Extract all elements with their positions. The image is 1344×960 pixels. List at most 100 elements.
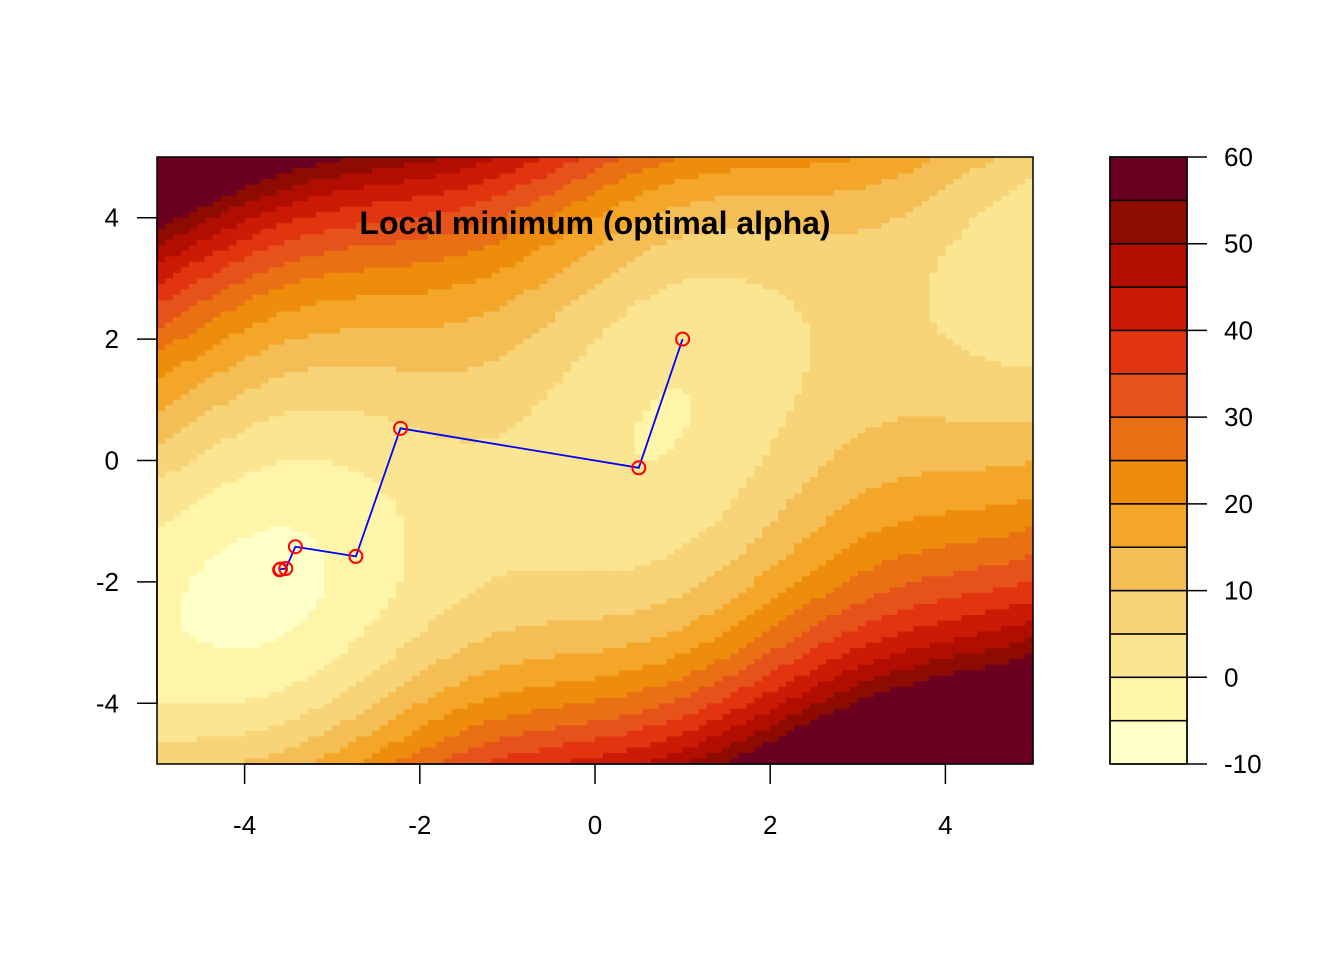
contour-cell: [427, 576, 437, 583]
contour-cell: [180, 366, 190, 373]
contour-cell: [491, 664, 501, 671]
contour-cell: [196, 300, 206, 307]
contour-cell: [300, 576, 309, 583]
contour-cell: [387, 344, 397, 351]
contour-cell: [483, 648, 493, 655]
contour-cell: [252, 620, 262, 627]
contour-cell: [236, 603, 246, 611]
contour-cell: [332, 537, 341, 544]
contour-cell: [292, 681, 301, 688]
contour-cell: [324, 399, 333, 406]
contour-cell: [316, 278, 325, 285]
contour-cell: [483, 361, 493, 368]
contour-cell: [451, 283, 461, 291]
contour-cell: [459, 510, 469, 517]
contour-cell: [228, 206, 238, 213]
contour-cell: [507, 670, 516, 677]
contour-cell: [157, 648, 166, 655]
contour-cell: [157, 620, 166, 627]
contour-cell: [180, 421, 190, 428]
contour-cell: [220, 184, 230, 191]
contour-cell: [188, 521, 198, 528]
contour-cell: [364, 603, 373, 611]
contour-cell: [379, 223, 389, 230]
contour-cell: [196, 157, 206, 164]
contour-cell: [188, 576, 198, 583]
contour-cell: [499, 637, 508, 644]
contour-cell: [348, 261, 357, 268]
contour-cell: [491, 752, 501, 760]
contour-cell: [467, 626, 477, 633]
contour-cell: [491, 548, 501, 555]
contour-cell: [467, 305, 477, 313]
contour-cell: [419, 637, 429, 644]
contour-cell: [157, 659, 166, 666]
contour-cell: [164, 261, 174, 268]
contour-cell: [300, 488, 309, 495]
contour-cell: [188, 305, 198, 313]
contour-cell: [459, 488, 469, 495]
contour-cell: [260, 477, 270, 484]
contour-cell: [356, 361, 365, 368]
contour-cell: [364, 708, 373, 715]
contour-cell: [332, 488, 341, 495]
contour-cell: [395, 383, 405, 390]
contour-cell: [379, 548, 389, 555]
contour-cell: [372, 399, 381, 406]
contour-cell: [356, 350, 365, 357]
contour-cell: [308, 664, 317, 671]
contour-cell: [157, 615, 166, 622]
contour-cell: [308, 642, 317, 649]
contour-cell: [316, 201, 325, 208]
contour-cell: [292, 157, 301, 164]
contour-cell: [157, 570, 166, 577]
contour-cell: [164, 344, 174, 351]
contour-cell: [411, 278, 421, 285]
contour-cell: [348, 173, 357, 180]
contour-cell: [435, 328, 445, 335]
contour-cell: [196, 648, 206, 655]
contour-cell: [212, 333, 222, 340]
contour-cell: [324, 234, 333, 241]
contour-cell: [260, 741, 270, 749]
contour-cell: [228, 355, 238, 362]
contour-cell: [419, 532, 429, 539]
contour-cell: [499, 532, 508, 539]
contour-cell: [300, 719, 309, 726]
contour-cell: [292, 581, 301, 589]
contour-cell: [364, 383, 373, 390]
contour-cell: [164, 708, 174, 715]
contour-cell: [268, 383, 278, 390]
contour-cell: [308, 311, 317, 318]
contour-cell: [188, 421, 198, 428]
contour-cell: [332, 206, 341, 213]
contour-cell: [172, 692, 182, 699]
contour-cell: [483, 747, 493, 754]
contour-cell: [475, 394, 485, 401]
contour-cell: [157, 383, 166, 390]
contour-cell: [236, 670, 246, 677]
contour-cell: [324, 184, 333, 191]
contour-cell: [212, 741, 222, 749]
contour-cell: [260, 179, 270, 186]
contour-cell: [507, 454, 516, 462]
contour-cell: [403, 504, 413, 511]
contour-cell: [451, 493, 461, 500]
contour-cell: [300, 741, 309, 749]
contour-cell: [204, 603, 214, 611]
contour-cell: [316, 355, 325, 362]
contour-cell: [451, 581, 461, 589]
contour-cell: [364, 449, 373, 456]
contour-cell: [356, 179, 365, 186]
contour-cell: [204, 361, 214, 368]
contour-cell: [276, 157, 286, 164]
contour-cell: [292, 272, 301, 279]
contour-cell: [228, 747, 238, 754]
contour-cell: [395, 499, 405, 506]
contour-cell: [443, 201, 453, 208]
contour-cell: [252, 383, 262, 390]
contour-cell: [228, 250, 238, 257]
contour-cell: [364, 626, 373, 633]
contour-cell: [300, 383, 309, 390]
contour-cell: [427, 157, 437, 164]
